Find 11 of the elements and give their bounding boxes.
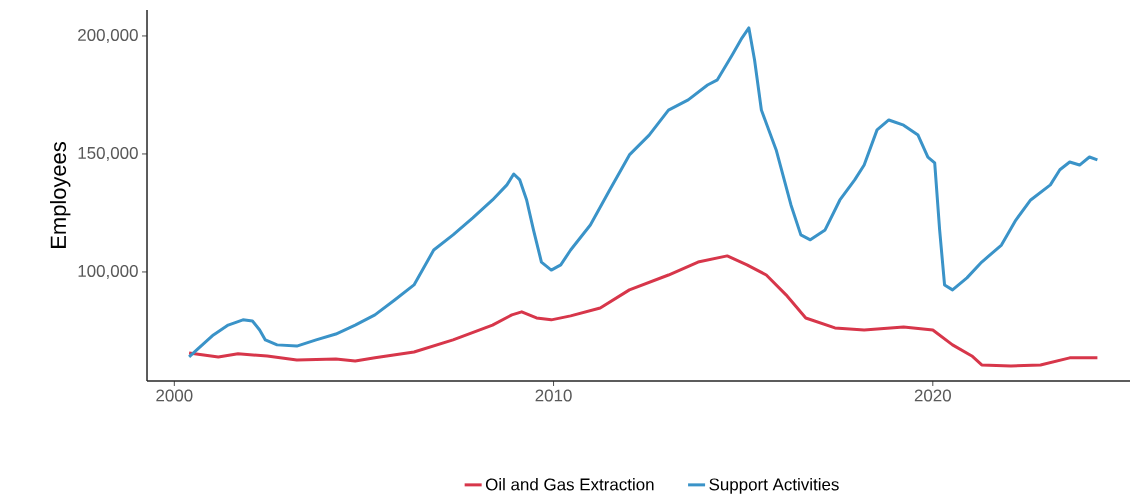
legend-label: Oil and Gas Extraction [485, 477, 654, 491]
line-series [187, 26, 1099, 359]
y-tick-label: 150,000 [78, 146, 138, 161]
line-series [187, 254, 1099, 368]
y-axis-title: Employees [49, 142, 71, 248]
x-tick-label: 2010 [535, 389, 572, 402]
y-tick-label: 100,000 [78, 264, 138, 279]
x-tick-label: 2000 [156, 389, 193, 402]
legend-label: Support Activities [709, 477, 839, 494]
x-tick-label: 2020 [914, 389, 951, 402]
y-tick-label: 200,000 [78, 28, 138, 43]
